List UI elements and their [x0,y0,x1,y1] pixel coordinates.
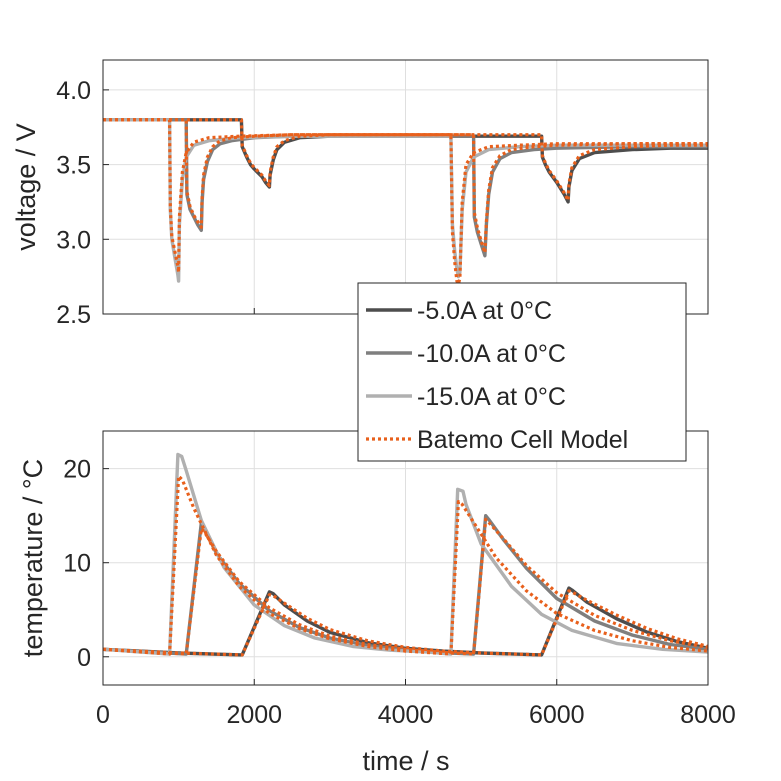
voltage-grid [102,60,709,315]
temperature-series [102,452,709,657]
temperature-ytick-label-2: 20 [63,456,91,484]
voltage-ytick-label-0: 2.5 [56,301,91,329]
legend-label-1: -10.0A at 0°C [417,340,566,368]
time-xtick-label-0: 0 [96,701,110,729]
legend-label-0: -5.0A at 0°C [417,297,552,325]
temperature-ytick-label-1: 10 [63,550,91,578]
legend-entries: -5.0A at 0°C -10.0A at 0°C -15.0A at 0°C Ba… [366,297,628,454]
voltage-y-ticks: 2.5 3.0 3.5 4.0 [56,77,709,329]
voltage-series-5 [103,118,708,202]
legend-box [357,282,687,462]
time-xtick-label-1: 2000 [226,701,282,729]
time-xtick-label-2: 4000 [378,701,434,729]
temperature-ytick-label-0: 0 [77,644,91,672]
time-xtick-label-4: 8000 [680,701,736,729]
temperature-series-3 [102,474,709,656]
temperature-y-axis-label: temperature / °C [18,459,48,657]
time-x-axis-label: time / s [362,746,449,776]
time-xtick-label-3: 6000 [529,701,585,729]
temperature-y-ticks: 0 10 20 [63,456,109,672]
temperature-grid [102,431,709,685]
legend: -5.0A at 0°C -10.0A at 0°C -15.0A at 0°C Ba… [357,282,687,462]
legend-label-2: -15.0A at 0°C [417,383,566,411]
legend-label-3: Batemo Cell Model [417,426,628,454]
voltage-ytick-label-1: 3.0 [56,226,91,254]
voltage-y-axis-label: voltage / V [11,123,41,251]
voltage-ytick-label-2: 3.5 [56,152,91,180]
temperature-panel: 0 10 20 0 2000 4000 6000 8000 temperature / °C… [18,430,736,776]
time-x-ticks: 0 2000 4000 6000 8000 [96,679,736,729]
voltage-ytick-label-3: 4.0 [56,77,91,105]
voltage-series [103,118,708,286]
voltage-series-4 [103,118,708,255]
voltage-panel: 2.5 3.0 3.5 4.0 voltage / V [11,59,709,329]
temperature-series-4 [102,517,709,656]
temperature-series-5 [102,589,709,657]
